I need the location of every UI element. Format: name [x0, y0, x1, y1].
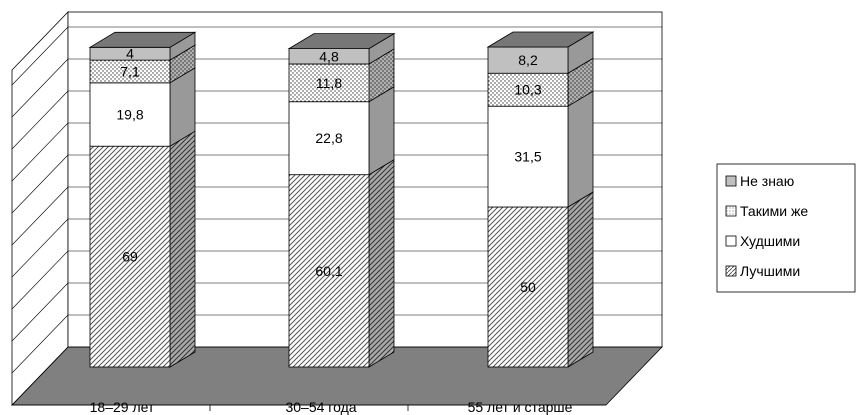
gridline [11, 314, 69, 374]
bar-segment [89, 82, 171, 147]
bar-segment-side [567, 191, 594, 368]
gridline [11, 154, 69, 214]
data-label: 50 [520, 279, 536, 295]
bar-top [486, 31, 595, 48]
legend-label: Худшими [740, 233, 800, 249]
data-label: 4 [126, 46, 134, 62]
category-label: 30–54 года [285, 399, 356, 415]
chart-left-wall [11, 11, 69, 406]
bar-segment [487, 206, 569, 368]
gridline [11, 122, 69, 182]
bar-segment [288, 101, 370, 176]
bar-group: 50 31,5 10,3 8,2 [486, 31, 595, 368]
data-label: 7,1 [120, 63, 140, 79]
bar-top [88, 31, 197, 48]
legend-box [716, 163, 856, 293]
bar-group: 69 19,8 7,14 [88, 31, 197, 368]
legend-swatch [725, 205, 737, 217]
data-label: 8,2 [518, 52, 538, 68]
bar-segment [89, 145, 171, 368]
bar-top [287, 33, 396, 49]
legend-swatch [725, 175, 737, 187]
data-label: 60,1 [315, 263, 342, 279]
legend-swatch [725, 235, 737, 247]
bar-segment [487, 72, 569, 107]
gridline [11, 218, 69, 278]
legend-label: Такими же [740, 203, 808, 219]
legend-label: Лучшими [740, 263, 800, 279]
bar-segment [487, 105, 569, 208]
legend-label: Не знаю [740, 173, 794, 189]
category-label: 55 лет и старше [468, 399, 573, 415]
gridline [11, 186, 69, 246]
bar-segment-side [368, 158, 395, 368]
bar-segment-side [567, 90, 594, 208]
bar-group: 60,1 22,8 11,8 4,8 [287, 32, 396, 368]
bar-segment [288, 174, 370, 368]
gridline [11, 90, 69, 150]
category-labels: 18–29 лет 30–54 года 55 лет и старше [90, 399, 573, 415]
gridline [11, 58, 69, 118]
bars: 69 19,8 7,14 60,1 22,8 11,8 4,8 50 31,5 10,3 8,2 [88, 31, 595, 368]
legend: Не знаю Такими же Худшими Лучшими [716, 163, 856, 293]
gridline [11, 282, 69, 342]
data-label: 22,8 [315, 130, 342, 146]
data-label: 31,5 [514, 149, 541, 165]
data-label: 19,8 [116, 107, 143, 123]
gridline [11, 26, 69, 86]
bar-segment [288, 63, 370, 103]
gridline [11, 250, 69, 310]
gridline [11, 346, 69, 406]
legend-swatch [725, 265, 737, 277]
category-label: 18–29 лет [90, 399, 155, 415]
data-label: 69 [122, 249, 138, 265]
data-label: 10,3 [514, 82, 541, 98]
data-label: 4,8 [319, 48, 339, 64]
bar-segment-side [169, 130, 196, 368]
data-label: 11,8 [316, 75, 342, 91]
